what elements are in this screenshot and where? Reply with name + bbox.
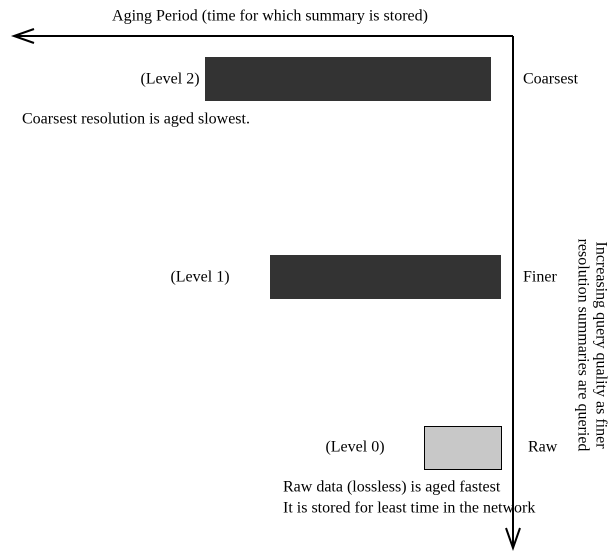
note: It is stored for least time in the netwo…	[283, 500, 535, 517]
arrow-down	[505, 527, 521, 552]
level-2-bar	[205, 57, 491, 101]
axis-title: Aging Period (time for which summary is …	[112, 8, 428, 25]
vertical-label: Increasing query quality as finer	[592, 241, 609, 449]
vertical-label: resolution summaries are queried	[574, 239, 591, 452]
level-1-bar	[270, 255, 501, 299]
resolution-label: Coarsest	[523, 71, 579, 88]
resolution-label: Raw	[528, 439, 558, 456]
level-label: (Level 1)	[170, 269, 229, 286]
arrow-left	[10, 28, 35, 44]
note: Coarsest resolution is aged slowest.	[22, 111, 250, 128]
resolution-label: Finer	[523, 269, 557, 286]
level-label: (Level 2)	[140, 71, 199, 88]
note: Raw data (lossless) is aged fastest	[283, 479, 501, 496]
level-0-box	[424, 426, 502, 470]
level-label: (Level 0)	[325, 439, 384, 456]
